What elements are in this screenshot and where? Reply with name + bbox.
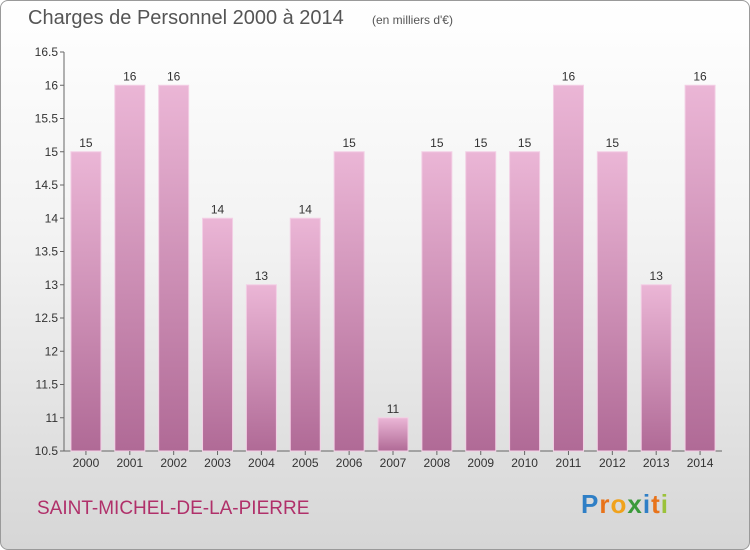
y-tick-label: 13.5 [35,245,59,259]
y-tick-label: 12.5 [35,311,59,325]
x-tick-label: 2012 [599,456,626,470]
x-tick-label: 2013 [643,456,670,470]
x-tick-label: 2005 [292,456,319,470]
bar-value-label: 15 [606,136,620,150]
bar [552,84,584,452]
x-tick-label: 2004 [248,456,275,470]
bar [421,151,453,452]
bar [289,217,321,452]
y-tick-label: 11.5 [36,378,59,392]
logo-letter: P [581,489,600,519]
logo-letter: r [599,489,611,519]
y-tick-label: 16.5 [35,45,59,59]
bar-value-label: 14 [299,202,313,216]
y-tick-label: 12 [45,344,59,358]
bar [465,151,497,452]
x-tick-label: 2014 [687,456,714,470]
logo-letter: i [642,489,652,519]
bar-value-label: 13 [650,269,664,283]
plot-area: 10.5 11 11.5 12 12.5 13 13.5 14 14.5 15 15.5 16 16.5… [35,45,722,470]
bar-value-label: 15 [474,136,488,150]
bar-value-label: 15 [430,136,444,150]
bar [114,84,146,452]
bar-value-label: 16 [167,69,181,83]
x-tick-label: 2006 [336,456,363,470]
bar [640,284,672,452]
x-tick-label: 2007 [380,456,407,470]
x-tick-label: 2010 [511,456,538,470]
town-name: SAINT-MICHEL-DE-LA-PIERRE [37,498,310,519]
x-tick-label: 2002 [160,456,187,470]
logo-letter: x [627,489,643,519]
bar [333,151,365,452]
chart-title: Charges de Personnel 2000 à 2014 [28,7,344,29]
logo-letter: t [651,489,661,519]
y-tick-label: 15 [45,145,59,159]
x-tick-label: 2011 [556,456,582,470]
bar-value-label: 15 [342,136,356,150]
y-tick-label: 10.5 [35,444,59,458]
bar-value-label: 15 [518,136,532,150]
y-tick-label: 13 [45,278,59,292]
bar [245,284,277,452]
y-tick-label: 15.5 [35,112,59,126]
bar [158,84,190,452]
x-tick-label: 2001 [116,456,143,470]
bar-value-label: 16 [693,69,707,83]
unit-label: (en milliers d'€) [372,13,453,27]
x-tick-label: 2003 [204,456,231,470]
logo-letter: i [660,489,669,519]
bar [509,151,541,452]
y-tick-label: 14.5 [35,178,59,192]
x-tick-label: 2008 [424,456,451,470]
y-tick-label: 16 [45,78,59,92]
bar [377,417,409,452]
bar-value-label: 15 [79,136,93,150]
bar [596,151,628,452]
bar [684,84,716,452]
bar [202,217,234,452]
proxiti-logo: Proxiti [581,489,669,520]
y-tick-label: 11 [46,411,59,425]
bar-value-label: 16 [123,69,137,83]
bar-value-label: 13 [255,269,269,283]
bar-value-label: 11 [387,402,400,416]
bar-value-label: 16 [562,69,576,83]
x-tick-label: 2000 [73,456,100,470]
x-tick-label: 2009 [467,456,494,470]
y-tick-label: 14 [45,211,59,225]
logo-letter: o [610,489,628,519]
bar-value-label: 14 [211,202,225,216]
bar [70,151,102,452]
